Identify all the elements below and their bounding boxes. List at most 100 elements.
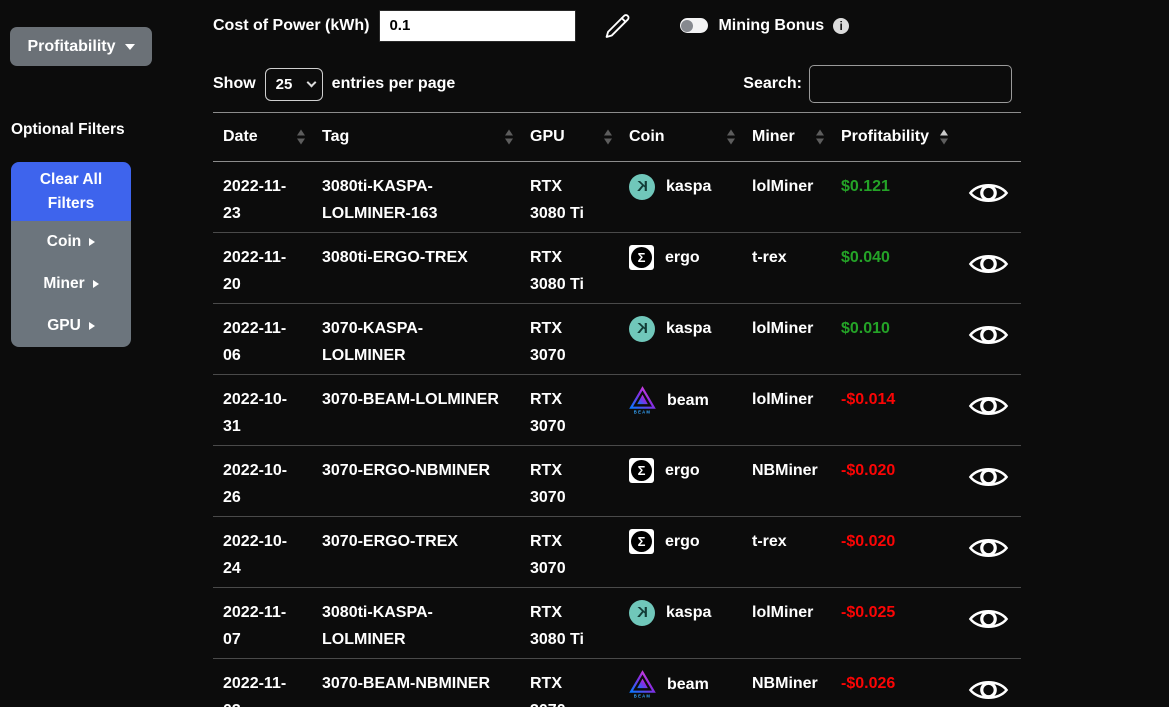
profitability-cell: -$0.014 <box>831 374 955 446</box>
entries-per-page-label: entries per page <box>331 75 456 92</box>
eye-icon <box>968 467 1008 486</box>
search-input[interactable] <box>809 65 1012 103</box>
edit-power-cost-button[interactable] <box>601 10 633 42</box>
date-cell: 2022-11-23 <box>213 161 312 233</box>
view-details-button[interactable] <box>968 321 1009 349</box>
gpu-cell: RTX 3070 <box>520 374 619 446</box>
tag-cell: 3070-ERGO-TREX <box>312 516 520 588</box>
date-cell: 2022-11-20 <box>213 232 312 304</box>
coin-name: ergo <box>665 249 700 266</box>
column-header-label: Date <box>223 128 258 145</box>
gpu-cell: RTX 3070 <box>520 303 619 375</box>
gpu-cell: RTX 3080 Ti <box>520 232 619 304</box>
column-header-tag[interactable]: Tag <box>312 112 520 162</box>
profitability-cell: -$0.025 <box>831 587 955 659</box>
view-details-button[interactable] <box>968 676 1009 704</box>
sidebar-item-gpu[interactable]: GPU <box>11 305 131 347</box>
table-row: 2022-11-23 3080ti-KASPA-LOLMINER-163 RTX 3… <box>213 161 1021 233</box>
gpu-cell: RTX 3070 <box>520 658 619 707</box>
date-cell: 2022-11-03 <box>213 658 312 707</box>
profitability-dropdown-button[interactable]: Profitability <box>10 27 152 66</box>
mining-bonus-toggle[interactable] <box>680 18 709 33</box>
table-controls-row: Show 25 entries per page Search: <box>213 65 1021 103</box>
column-header-date[interactable]: Date <box>213 112 312 162</box>
sort-arrows-icon <box>505 129 513 145</box>
cost-of-power-input[interactable] <box>379 9 577 42</box>
sidebar-item-coin[interactable]: Coin <box>11 221 131 263</box>
coin-cell: BEAM beam <box>619 658 742 707</box>
date-cell: 2022-11-06 <box>213 303 312 375</box>
date-cell: 2022-10-26 <box>213 445 312 517</box>
coin-name: ergo <box>665 533 700 550</box>
column-header-label: GPU <box>530 128 565 145</box>
info-icon[interactable]: i <box>833 17 850 34</box>
profitability-cell: -$0.020 <box>831 516 955 588</box>
eye-icon <box>968 680 1008 699</box>
tag-cell: 3070-BEAM-LOLMINER <box>312 374 520 446</box>
entries-select-wrap: 25 <box>264 67 323 101</box>
miner-filter-label: Miner <box>43 275 85 292</box>
view-details-button[interactable] <box>968 392 1009 420</box>
svg-text:BEAM: BEAM <box>634 694 651 699</box>
profitability-cell: $0.040 <box>831 232 955 304</box>
sort-arrows-icon <box>940 129 948 145</box>
view-details-button[interactable] <box>968 179 1009 207</box>
column-header-gpu[interactable]: GPU <box>520 112 619 162</box>
view-details-cell <box>955 445 1021 517</box>
table-header: Date Tag GPU Coin Miner Profitability <box>213 112 1021 162</box>
sort-arrows-icon <box>727 129 735 145</box>
filter-group: Clear All Filters Coin Miner GPU <box>11 162 131 347</box>
view-details-button[interactable] <box>968 605 1009 633</box>
profitability-cell: -$0.020 <box>831 445 955 517</box>
gpu-cell: RTX 3070 <box>520 445 619 517</box>
eye-icon <box>968 183 1008 202</box>
chevron-right-icon <box>92 280 99 288</box>
main-content: Cost of Power (kWh) Mining Bonus i Show … <box>213 0 1169 707</box>
chevron-down-icon <box>124 43 135 50</box>
gpu-cell: RTX 3080 Ti <box>520 587 619 659</box>
tag-cell: 3070-ERGO-NBMINER <box>312 445 520 517</box>
kaspa-coin-icon: K <box>629 173 655 200</box>
gpu-filter-label: GPU <box>47 317 81 334</box>
results-table: Date Tag GPU Coin Miner Profitability 2022-11… <box>213 112 1021 707</box>
sidebar-item-miner[interactable]: Miner <box>11 263 131 305</box>
column-header-label: Tag <box>322 128 350 145</box>
eye-icon <box>968 396 1008 415</box>
view-details-button[interactable] <box>968 463 1009 491</box>
coin-name: beam <box>667 676 709 693</box>
kaspa-coin-icon: K <box>629 315 655 342</box>
mining-bonus-label: Mining Bonus <box>718 16 825 34</box>
coin-name: kaspa <box>666 604 712 621</box>
miner-cell: NBMiner <box>742 658 831 707</box>
view-details-cell <box>955 587 1021 659</box>
table-row: 2022-11-07 3080ti-KASPA-LOLMINER RTX 3080 … <box>213 587 1021 659</box>
view-details-button[interactable] <box>968 534 1009 562</box>
sort-arrows-icon <box>297 129 305 145</box>
eye-icon <box>968 538 1008 557</box>
coin-cell: BEAM beam <box>619 374 742 446</box>
ergo-coin-icon: Σ <box>629 458 654 483</box>
date-cell: 2022-10-31 <box>213 374 312 446</box>
profitability-cell: -$0.026 <box>831 658 955 707</box>
miner-cell: lolMiner <box>742 161 831 233</box>
miner-cell: t-rex <box>742 232 831 304</box>
gpu-cell: RTX 3080 Ti <box>520 161 619 233</box>
column-header-label: Coin <box>629 128 665 145</box>
beam-coin-icon: BEAM <box>629 670 656 699</box>
column-header-profitability[interactable]: Profitability <box>831 112 955 162</box>
view-details-cell <box>955 658 1021 707</box>
clear-all-filters-button[interactable]: Clear All Filters <box>11 162 131 221</box>
profitability-cell: $0.010 <box>831 303 955 375</box>
column-header-miner[interactable]: Miner <box>742 112 831 162</box>
view-details-cell <box>955 374 1021 446</box>
column-header-coin[interactable]: Coin <box>619 112 742 162</box>
date-cell: 2022-10-24 <box>213 516 312 588</box>
show-label: Show <box>213 75 256 92</box>
entries-per-page-select[interactable]: 25 <box>264 67 323 101</box>
miner-cell: lolMiner <box>742 303 831 375</box>
view-details-button[interactable] <box>968 250 1009 278</box>
svg-text:BEAM: BEAM <box>634 410 651 415</box>
